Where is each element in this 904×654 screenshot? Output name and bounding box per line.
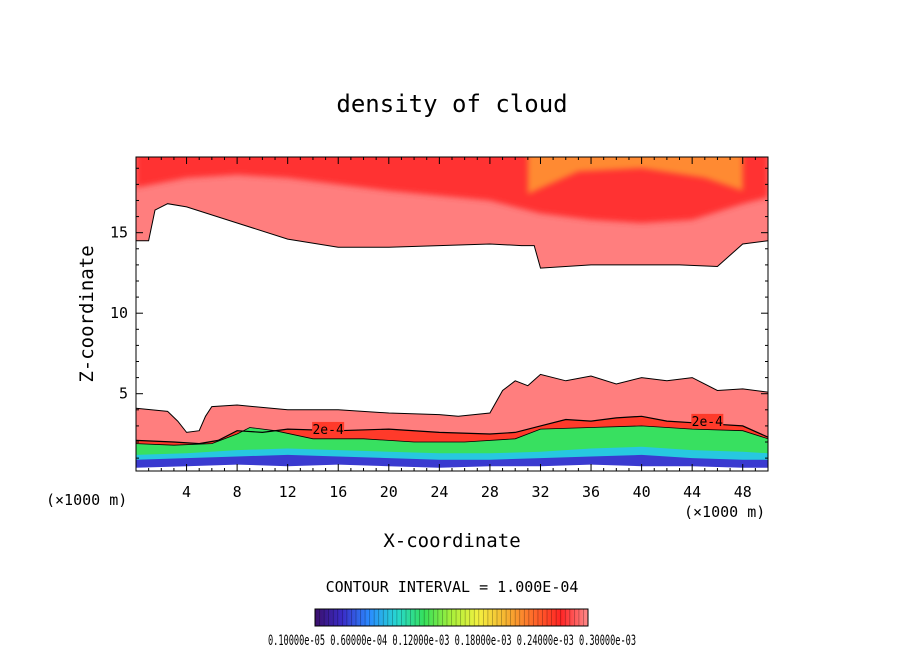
contour-label: 2e-4 [692,415,723,430]
x-tick-label: 28 [481,483,499,501]
x-axis-label: X-coordinate [383,530,520,552]
plot-area: 2e-4 2e-4 [136,157,768,471]
contour-label-bg [312,421,345,436]
colorbar-frame [314,608,589,627]
x-tick-label: 16 [329,483,347,501]
chart-title: density of cloud [336,90,567,118]
colorbar-labels: 0.10000e-05 0.60000e-04 0.12000e-03 0.18… [268,633,636,649]
x-axis: 4 8 12 16 20 24 28 32 36 40 44 48 [148,157,756,501]
contour-label-bg [691,413,724,428]
y-axis-label: Z-coordinate [76,245,98,382]
x-tick-label: 24 [430,483,448,501]
upper-cloud-max [527,157,743,194]
upper-cloud-edge [136,203,768,269]
contour-2e-4 [136,415,768,445]
x-tick-label: 32 [531,483,549,501]
y-tick-label: 10 [110,304,128,322]
contour-1e-4 [136,425,768,446]
x-tick-label: 48 [734,483,752,501]
x-unit-left: (×1000 m) [46,491,127,509]
y-tick-label: 15 [110,224,128,242]
lower-cloud-edge [136,373,768,433]
contour-label: 2e-4 [312,423,343,438]
colorbar [314,608,589,627]
x-tick-label: 12 [279,483,297,501]
x-tick-label: 44 [683,483,701,501]
y-axis: 5 10 15 [110,167,768,459]
colorbar-gradient [315,609,588,626]
x-tick-label: 36 [582,483,600,501]
cloud-base-gap [136,464,768,471]
x-unit-right: (×1000 m) [684,503,765,521]
y-tick-label: 5 [119,385,128,403]
upper-cloud-core [136,157,768,223]
contour-interval-text: CONTOUR INTERVAL = 1.000E-04 [326,578,579,596]
x-tick-label: 8 [233,483,242,501]
x-tick-label: 20 [380,483,398,501]
x-tick-label: 40 [633,483,651,501]
x-tick-label: 4 [182,483,191,501]
